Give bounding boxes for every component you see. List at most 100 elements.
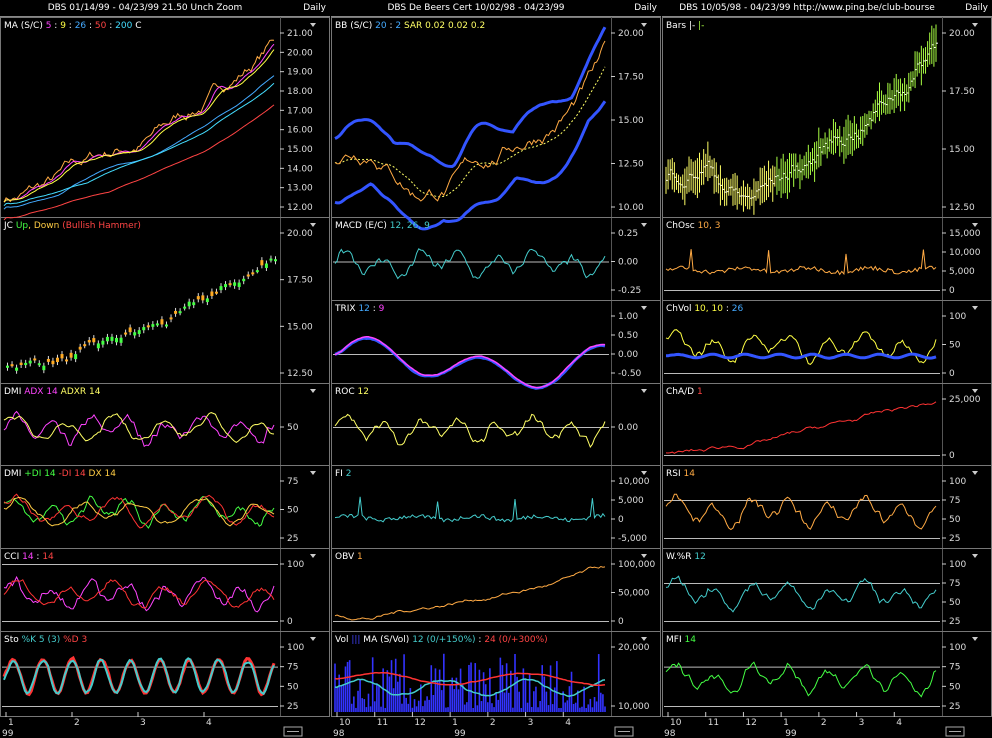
x-axis-year: 99	[2, 729, 14, 738]
title-left: DBS 01/14/99 - 04/23/99 21.50 Unch Zoom	[47, 3, 243, 13]
pane-label-part: SAR 0.02 0.02 0.2	[401, 21, 485, 31]
pane-label-jc[interactable]: JC Up, Down (Bullish Hammer)	[3, 221, 141, 231]
pane-label-bars[interactable]: Bars |- |-	[666, 21, 704, 31]
title-bar-left: DBS 01/14/99 - 04/23/99 21.50 Unch Zoom …	[0, 0, 330, 17]
pane-menu-icon[interactable]	[972, 637, 978, 641]
axis-tick-label: 0.00	[618, 423, 638, 433]
pane-menu-icon[interactable]	[641, 306, 647, 310]
pane-label-macd[interactable]: MACD (E/C) 12, 26, 9	[335, 221, 430, 231]
pane-label-ma[interactable]: MA (S/C) 5 : 9 : 26 : 50 : 200 C	[4, 21, 141, 31]
pane-label-part: Bars	[666, 21, 689, 31]
mfi-series-0	[665, 661, 937, 698]
pane-label-wr[interactable]: W.%R 12	[666, 552, 706, 562]
axis-tick-label: 100,000	[618, 560, 655, 570]
axis-tick-label: 17.50	[287, 276, 313, 286]
pane-label-mfi[interactable]: MFI 14	[666, 635, 696, 645]
axis-tick-label: -5,000	[618, 534, 647, 544]
pane-label-part: 1	[357, 552, 363, 562]
dmi1-series-0	[3, 410, 275, 448]
daily-selector-middle[interactable]: Daily	[634, 3, 657, 13]
pane-menu-icon[interactable]	[641, 637, 647, 641]
x-axis-label: 4	[206, 718, 212, 728]
pane-label-part: |-	[689, 21, 695, 31]
candle-body	[65, 359, 69, 362]
pane-label-part: %D 3	[60, 635, 87, 645]
pane-menu-icon[interactable]	[310, 23, 316, 27]
axis-tick-label: 50	[287, 506, 299, 516]
candle-body	[151, 324, 155, 327]
pane-menu-icon[interactable]	[310, 223, 316, 227]
price-line	[334, 40, 606, 202]
pane-menu-icon[interactable]	[641, 389, 647, 393]
pane-label-obv[interactable]: OBV 1	[335, 552, 363, 562]
pane-menu-icon[interactable]	[310, 389, 316, 393]
x-axis-year: 99	[454, 729, 466, 738]
pane-label-rsi[interactable]: RSI 14	[666, 469, 695, 479]
pane-menu-icon[interactable]	[641, 23, 647, 27]
pane-menu-icon[interactable]	[972, 471, 978, 475]
candle-body	[237, 282, 241, 287]
pane-label-part: 2	[346, 469, 352, 479]
pane-menu-icon[interactable]	[310, 554, 316, 558]
scroll-button[interactable]	[945, 726, 965, 737]
bollinger-lower	[334, 100, 607, 231]
pane-label-part: (Bullish Hammer)	[62, 221, 141, 231]
pane-label-part: :	[106, 21, 115, 31]
pane-label-part: :	[86, 21, 95, 31]
pane-label-dmi2[interactable]: DMI +DI 14 -DI 14 DX 14	[4, 469, 116, 479]
candle-body	[160, 319, 164, 325]
pane-menu-icon[interactable]	[641, 223, 647, 227]
pane-label-part: ChA/D	[666, 387, 697, 397]
pane-label-sto[interactable]: Sto %K 5 (3) %D 3	[4, 635, 87, 645]
pane-label-bb[interactable]: BB (S/C) 20 : 2 SAR 0.02 0.02 0.2	[335, 21, 485, 31]
pane-label-part: 9	[60, 21, 66, 31]
scroll-button[interactable]	[614, 726, 634, 737]
candle-body	[46, 358, 50, 362]
x-axis-year: 98	[664, 729, 676, 738]
axis-tick-label: 25	[287, 702, 298, 712]
axis-tick-label: 75	[949, 663, 960, 673]
pane-label-part: 10, 3	[698, 221, 721, 231]
pane-label-part: MA (S/Vol)	[360, 635, 412, 645]
pane-label-fi[interactable]: FI 2	[335, 469, 351, 479]
candle-body	[133, 332, 137, 336]
cci-series-0	[3, 575, 275, 613]
ma-26	[3, 75, 275, 210]
axis-tick-label: 12.50	[287, 369, 313, 379]
candle-body	[164, 324, 168, 327]
pane-menu-icon[interactable]	[972, 223, 978, 227]
pane-menu-icon[interactable]	[972, 23, 978, 27]
axis-tick-label: 100	[949, 477, 966, 487]
daily-selector-right[interactable]: Daily	[965, 3, 988, 13]
candle-body	[115, 337, 119, 343]
title-middle: DBS De Beers Cert 10/02/98 - 04/23/99	[387, 3, 565, 13]
pane-menu-icon[interactable]	[310, 471, 316, 475]
pane-menu-icon[interactable]	[972, 554, 978, 558]
scroll-button[interactable]	[283, 726, 303, 737]
axis-tick-label: 19.00	[287, 68, 313, 78]
pane-label-chvol[interactable]: ChVol 10, 10 : 26	[666, 304, 743, 314]
pane-menu-icon[interactable]	[972, 306, 978, 310]
pane-label-trix[interactable]: TRIX 12 : 9	[334, 304, 385, 314]
pane-label-part: 14	[683, 469, 695, 479]
candle-body	[187, 301, 191, 307]
daily-selector-left[interactable]: Daily	[303, 3, 326, 13]
pane-menu-icon[interactable]	[641, 554, 647, 558]
pane-label-part: 26	[732, 304, 744, 314]
x-axis-label: 10	[339, 718, 351, 728]
pane-label-chad[interactable]: ChA/D 1	[666, 387, 703, 397]
pane-label-vol[interactable]: Vol ||| MA (S/Vol) 12 (0/+150%) : 24 (0/…	[335, 635, 548, 645]
axis-tick-label: 25	[949, 534, 960, 544]
macd-series-0	[334, 248, 606, 280]
pane-label-cci[interactable]: CCI 14 : 14	[4, 552, 54, 562]
candle-body	[119, 337, 123, 343]
pane-label-roc[interactable]: ROC 12	[335, 387, 369, 397]
pane-menu-icon[interactable]	[972, 389, 978, 393]
x-axis-label: 11	[708, 718, 719, 728]
pane-menu-icon[interactable]	[641, 471, 647, 475]
pane-label-dmi1[interactable]: DMI ADX 14 ADXR 14	[4, 387, 101, 397]
pane-menu-icon[interactable]	[310, 637, 316, 641]
pane-label-chosc[interactable]: ChOsc 10, 3	[666, 221, 720, 231]
axis-tick-label: 0	[949, 451, 955, 461]
candle-body	[28, 360, 32, 364]
